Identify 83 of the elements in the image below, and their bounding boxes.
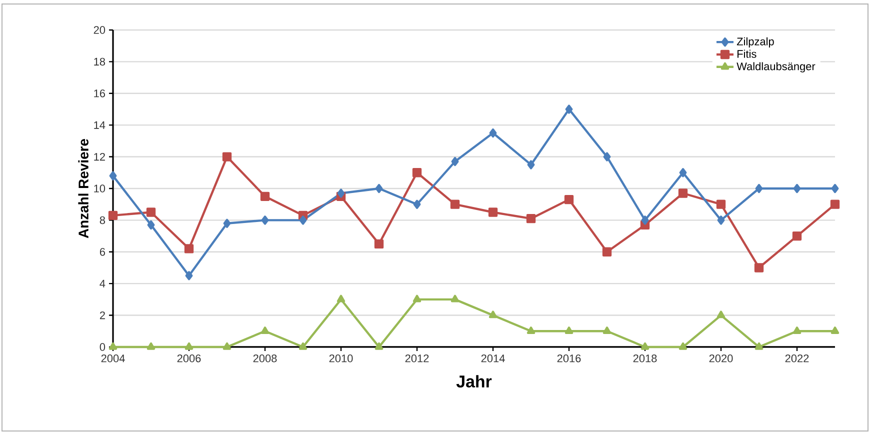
point (261, 216, 269, 225)
point (716, 310, 726, 318)
point (564, 194, 574, 204)
point (146, 208, 156, 217)
y-tick-label: 6 (100, 248, 106, 256)
y-tick-label: 18 (94, 58, 106, 66)
x-tick-label: 2022 (785, 354, 809, 362)
y-tick-label: 10 (94, 184, 106, 192)
legend-label: Fitis (738, 50, 756, 58)
x-tick-label: 2008 (253, 354, 277, 362)
point (450, 200, 460, 209)
y-tick-label: 0 (100, 343, 106, 351)
point (602, 326, 612, 334)
point (222, 152, 232, 162)
y-tick-label: 8 (100, 216, 106, 224)
point (793, 184, 801, 194)
point (678, 342, 688, 350)
point (260, 326, 270, 334)
point (185, 271, 193, 280)
point (830, 200, 840, 209)
point (184, 342, 194, 350)
point (678, 188, 688, 198)
x-tick-label: 2006 (177, 354, 201, 362)
point (298, 342, 308, 350)
point (223, 218, 231, 228)
y-tick-label: 16 (94, 90, 106, 98)
legend-label: Waldlaubsänger (736, 62, 816, 72)
point (488, 208, 498, 217)
point (337, 188, 345, 198)
point (336, 294, 346, 302)
point (641, 216, 649, 225)
point (412, 168, 422, 178)
legend-label: Zilpzalp (736, 37, 774, 48)
x-axis-title: Jahr (456, 375, 492, 388)
point (260, 192, 270, 201)
point (146, 342, 156, 350)
point (565, 104, 573, 114)
point (640, 342, 650, 350)
point (489, 128, 497, 138)
point (375, 184, 383, 194)
point (222, 342, 232, 350)
x-tick-label: 2014 (481, 354, 505, 362)
point (830, 326, 840, 334)
point (526, 214, 536, 224)
y-tick-label: 4 (100, 280, 106, 288)
y-tick-label: 12 (94, 152, 105, 161)
point (754, 263, 764, 272)
point (374, 239, 384, 249)
point (413, 200, 421, 209)
point (526, 326, 536, 334)
point (451, 156, 459, 166)
point (603, 152, 611, 162)
y-tick-label: 2 (100, 311, 105, 320)
point (412, 294, 422, 302)
point (755, 184, 763, 194)
point (717, 216, 725, 225)
point (564, 326, 574, 334)
point (792, 231, 802, 241)
point (716, 200, 726, 209)
x-tick-label: 2004 (101, 354, 125, 362)
point (108, 342, 118, 350)
x-tick-label: 2010 (329, 354, 353, 362)
x-tick-label: 2020 (709, 354, 733, 362)
point (147, 220, 155, 230)
point (450, 294, 460, 302)
y-axis-title: Anzahl Reviere (78, 138, 88, 238)
y-tick-label: 20 (94, 26, 106, 34)
x-tick-label: 2018 (633, 354, 657, 362)
x-tick-label: 2016 (557, 354, 581, 362)
point (109, 171, 117, 180)
point (108, 210, 118, 220)
point (488, 310, 498, 318)
point (184, 244, 194, 254)
point (831, 184, 839, 194)
point (754, 342, 764, 350)
point (792, 326, 802, 334)
point (679, 168, 687, 178)
x-tick-label: 2012 (405, 354, 429, 362)
point (299, 216, 307, 225)
y-tick-label: 14 (94, 121, 106, 129)
point (602, 247, 612, 256)
point (527, 160, 535, 170)
point (374, 342, 384, 350)
